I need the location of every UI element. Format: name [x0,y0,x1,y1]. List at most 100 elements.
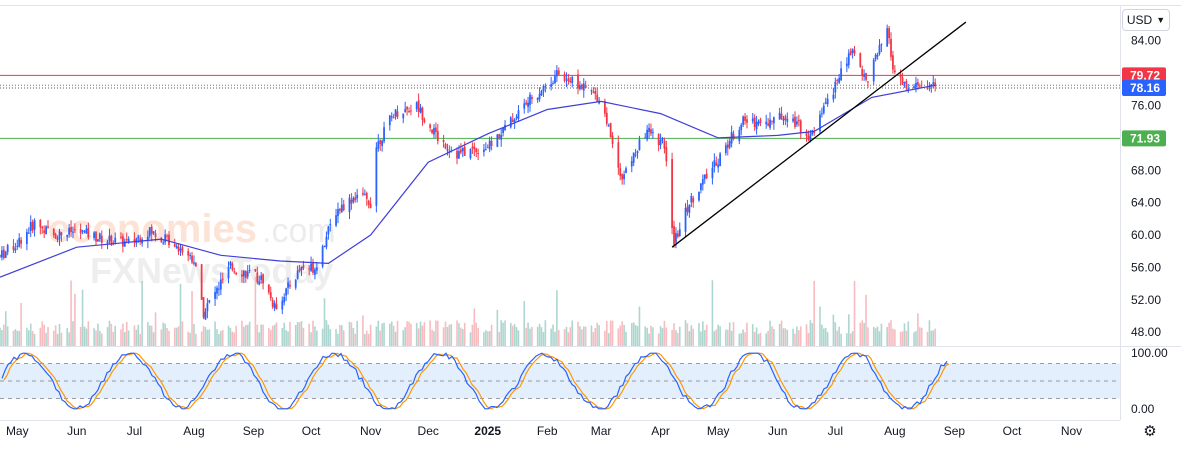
volume-bar [606,321,608,346]
trendline[interactable] [671,21,967,248]
volume-bar [878,331,881,346]
volume-bar [677,333,679,346]
candle-body [362,192,364,195]
candle-body [753,117,756,128]
candle-body [918,85,921,87]
candle-body [531,96,533,100]
volume-bar [792,328,794,346]
volume-bar [746,322,748,346]
volume-bar [778,323,781,346]
candle-body [300,267,303,271]
candle-body [329,224,332,226]
volume-bar [579,326,581,346]
volume-bar [164,323,166,346]
candle-body [146,236,149,241]
stoch-k-line [1,352,948,410]
volume-bar [348,321,351,346]
candle-body [611,135,614,144]
volume-bar [782,328,785,346]
candle-body [523,103,526,109]
volume-bar [139,333,141,346]
volume-bar [444,321,447,346]
volume-bar [846,333,848,346]
volume-bar [187,331,189,346]
candle-body [899,74,902,78]
candle-body [463,146,466,156]
volume-bar [298,322,301,346]
volume-bar [110,323,113,346]
candle-body [555,70,558,77]
candle-body [686,206,689,212]
candle-body [719,153,722,167]
volume-bar [248,321,251,346]
candle-body [671,159,673,228]
horizontal-lines[interactable] [0,74,1120,139]
candle-body [392,116,395,119]
candle-body [87,227,90,238]
volume-bar [47,327,49,346]
currency-selector[interactable]: USD ▼ [1122,9,1170,31]
volume-bar [742,329,744,346]
candle-body [536,97,539,101]
candle-body [700,183,702,191]
volume-bar [471,324,474,346]
price-tick-label: 68.00 [1131,163,1161,177]
volume-bar [70,280,72,346]
volume-bar [688,331,691,346]
volume-bar [740,333,743,346]
volume-bar [106,327,109,346]
volume-bar [256,324,259,346]
volume-bar [137,324,140,346]
volume-bar [636,326,639,346]
volume-bar [728,322,731,346]
volume-bar [517,330,520,346]
candle-body [348,197,351,213]
candle-body [327,226,330,235]
candle-body [623,174,625,180]
candle-body [903,82,906,84]
volume-bar [193,323,195,346]
volume-bar [917,313,919,346]
svg-text:FXNewsToday: FXNewsToday [90,250,333,291]
volume-bar [726,329,729,346]
candle-body [863,74,866,77]
candle-body [483,149,485,153]
candle-body [200,264,203,300]
candle-body [582,83,585,91]
candle-body [340,204,343,213]
candle-body [97,239,99,242]
volume-bar [581,329,583,346]
volume-bar [31,330,34,346]
volume-bar [673,323,675,346]
candle-body [214,291,216,299]
candle-body [765,121,768,125]
volume-bar [527,322,529,346]
volume-bar [283,322,286,346]
volume-bar [389,323,391,346]
candle-body [160,237,163,242]
candle-body [771,120,773,122]
volume-bar [81,289,84,346]
candle-body [780,113,783,119]
stoch-tick-label: 100.00 [1131,346,1168,360]
candle-body [206,303,209,312]
volume-bar [195,333,197,346]
candle-body [95,232,97,242]
candle-body [369,203,372,209]
candle-body [308,268,311,270]
gear-icon[interactable]: ⚙ [1143,423,1157,440]
time-tick-label: Nov [1061,424,1082,438]
volume-bar [244,324,247,346]
candle-body [703,174,706,180]
candle-body [162,242,165,244]
candle-body [584,85,587,89]
volume-bar [867,327,869,346]
volume-bar [260,324,262,346]
volume-bar [678,326,681,346]
volume-bar [362,315,364,346]
volume-bar [821,324,823,346]
candle-body [388,115,391,126]
time-tick-label: Aug [884,424,905,438]
candle-body [137,236,140,239]
